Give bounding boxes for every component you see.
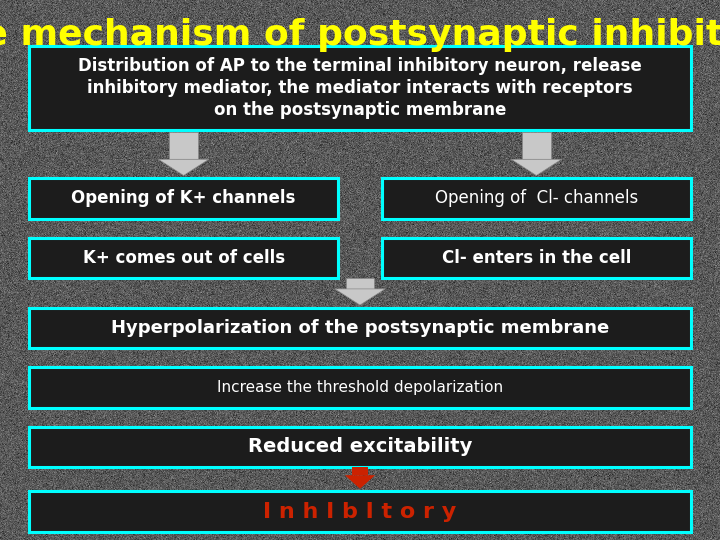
Polygon shape: [335, 289, 385, 305]
FancyBboxPatch shape: [29, 427, 691, 467]
Text: Opening of K+ channels: Opening of K+ channels: [71, 190, 296, 207]
FancyBboxPatch shape: [29, 238, 338, 278]
FancyBboxPatch shape: [29, 491, 691, 532]
Text: Opening of  Cl- channels: Opening of Cl- channels: [435, 190, 638, 207]
Text: The mechanism of postsynaptic inhibition: The mechanism of postsynaptic inhibition: [0, 18, 720, 52]
Text: K+ comes out of cells: K+ comes out of cells: [83, 249, 284, 267]
Polygon shape: [522, 132, 551, 159]
Text: Hyperpolarization of the postsynaptic membrane: Hyperpolarization of the postsynaptic me…: [111, 319, 609, 337]
Text: Distribution of AP to the terminal inhibitory neuron, release
inhibitory mediato: Distribution of AP to the terminal inhib…: [78, 57, 642, 119]
Polygon shape: [346, 278, 374, 289]
Polygon shape: [352, 467, 368, 475]
Polygon shape: [158, 159, 209, 176]
FancyBboxPatch shape: [29, 367, 691, 408]
Text: I n h I b I t o r y: I n h I b I t o r y: [264, 502, 456, 522]
FancyBboxPatch shape: [29, 308, 691, 348]
FancyBboxPatch shape: [382, 238, 691, 278]
Polygon shape: [345, 475, 375, 489]
FancyBboxPatch shape: [382, 178, 691, 219]
Polygon shape: [511, 159, 562, 176]
Text: Increase the threshold depolarization: Increase the threshold depolarization: [217, 380, 503, 395]
Polygon shape: [169, 132, 198, 159]
Text: Reduced excitability: Reduced excitability: [248, 437, 472, 456]
FancyBboxPatch shape: [29, 178, 338, 219]
FancyBboxPatch shape: [29, 46, 691, 130]
Text: Cl- enters in the cell: Cl- enters in the cell: [441, 249, 631, 267]
